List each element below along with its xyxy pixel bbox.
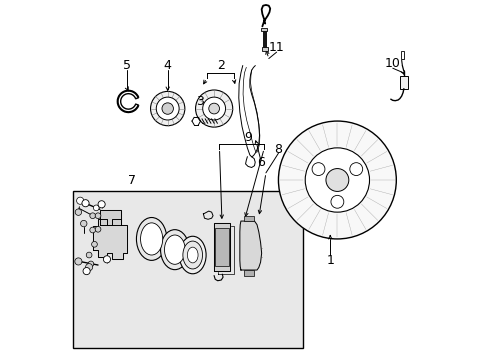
- Text: 4: 4: [163, 59, 171, 72]
- Text: 11: 11: [268, 41, 284, 54]
- Circle shape: [311, 163, 324, 176]
- Circle shape: [156, 97, 179, 120]
- Circle shape: [75, 258, 82, 265]
- Polygon shape: [93, 219, 126, 258]
- Circle shape: [98, 201, 105, 208]
- Circle shape: [75, 209, 81, 215]
- Circle shape: [91, 242, 97, 247]
- Bar: [400, 51, 404, 59]
- Circle shape: [203, 97, 225, 120]
- Bar: [215, 228, 228, 266]
- Circle shape: [83, 267, 90, 275]
- Circle shape: [90, 227, 95, 233]
- Circle shape: [305, 148, 369, 212]
- Circle shape: [95, 213, 101, 219]
- Ellipse shape: [183, 241, 202, 269]
- Circle shape: [95, 226, 101, 232]
- Polygon shape: [100, 210, 121, 225]
- Circle shape: [81, 220, 87, 227]
- Circle shape: [86, 252, 92, 258]
- Bar: [261, 47, 267, 51]
- Polygon shape: [240, 221, 261, 270]
- Circle shape: [90, 213, 95, 219]
- Circle shape: [103, 256, 110, 263]
- Circle shape: [330, 195, 343, 208]
- Text: 7: 7: [128, 174, 136, 186]
- Circle shape: [85, 264, 93, 271]
- Circle shape: [195, 90, 232, 127]
- Bar: [261, 28, 266, 31]
- Bar: [244, 216, 253, 221]
- Circle shape: [150, 91, 184, 126]
- Text: 2: 2: [217, 59, 225, 72]
- Circle shape: [93, 205, 99, 211]
- Text: 10: 10: [384, 57, 400, 71]
- Text: 5: 5: [123, 59, 131, 72]
- Bar: [399, 76, 407, 89]
- Text: 3: 3: [196, 95, 203, 108]
- Ellipse shape: [136, 217, 166, 260]
- Bar: [244, 270, 253, 276]
- Ellipse shape: [187, 247, 198, 263]
- Circle shape: [162, 103, 173, 114]
- Circle shape: [349, 163, 362, 176]
- Text: 8: 8: [274, 143, 282, 156]
- Ellipse shape: [164, 235, 185, 264]
- Polygon shape: [214, 223, 230, 271]
- Circle shape: [208, 103, 219, 114]
- Circle shape: [278, 121, 395, 239]
- Ellipse shape: [179, 236, 205, 274]
- Circle shape: [325, 168, 348, 192]
- Circle shape: [77, 197, 83, 204]
- Ellipse shape: [160, 230, 189, 270]
- Bar: [73, 191, 303, 348]
- Circle shape: [82, 200, 89, 207]
- Ellipse shape: [140, 223, 163, 255]
- Text: 1: 1: [325, 254, 333, 267]
- Text: 6: 6: [256, 156, 264, 168]
- Circle shape: [88, 261, 94, 267]
- Text: 9: 9: [244, 131, 251, 144]
